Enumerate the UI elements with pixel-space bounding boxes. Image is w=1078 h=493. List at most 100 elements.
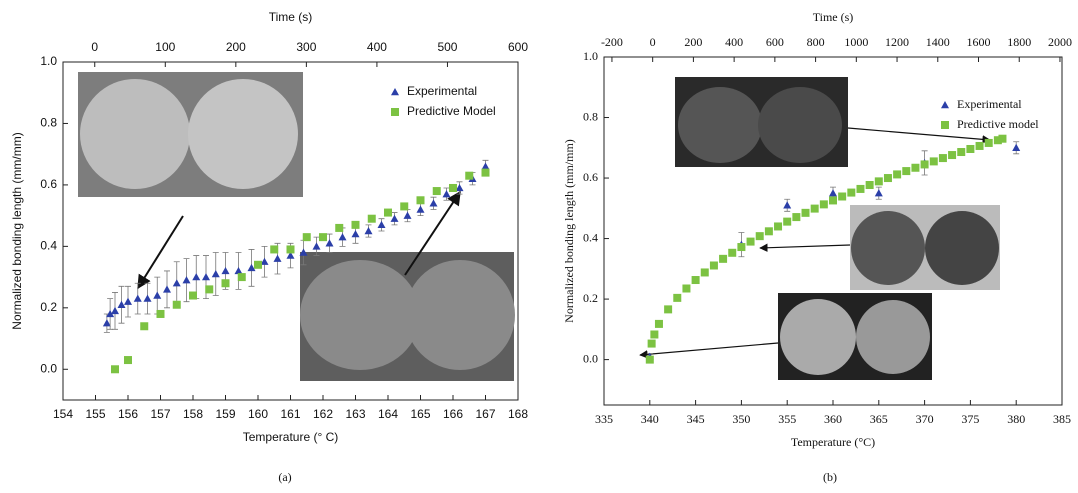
x-tick-label: 167 xyxy=(475,407,495,421)
marker xyxy=(111,365,119,374)
marker xyxy=(319,233,327,242)
marker xyxy=(237,273,246,282)
x2-tick-label: 0 xyxy=(650,35,656,49)
marker xyxy=(874,177,883,186)
photo xyxy=(675,77,848,167)
marker xyxy=(432,187,441,196)
marker xyxy=(325,239,334,247)
x-tick-label: 157 xyxy=(150,407,170,421)
y-tick-label: 0.6 xyxy=(583,170,598,184)
legend-label: Predictive model xyxy=(957,117,1039,131)
marker xyxy=(234,266,243,275)
marker xyxy=(650,330,659,339)
y-tick-label: 0.6 xyxy=(40,177,57,191)
marker xyxy=(416,196,425,205)
marker xyxy=(351,230,360,238)
marker xyxy=(984,138,993,147)
marker xyxy=(829,196,837,205)
y-tick-label: 0.2 xyxy=(583,291,598,305)
marker xyxy=(673,293,682,302)
marker xyxy=(172,300,181,309)
x-tick-label: 355 xyxy=(778,412,796,426)
marker xyxy=(682,284,691,293)
y-tick-label: 0.2 xyxy=(40,300,57,314)
marker xyxy=(993,136,1002,145)
x2-tick-label: 800 xyxy=(807,35,825,49)
marker xyxy=(847,188,856,197)
x-tick-label: 164 xyxy=(378,407,398,421)
marker xyxy=(102,319,111,327)
marker xyxy=(247,263,256,272)
x2-tick-label: 200 xyxy=(684,35,702,49)
legend-marker xyxy=(941,101,949,109)
x-tick-label: 158 xyxy=(183,407,203,421)
arrow xyxy=(137,215,184,290)
marker xyxy=(111,306,119,315)
legend-label: Predictive Model xyxy=(407,104,496,118)
marker xyxy=(966,144,975,153)
x2-tick-label: 1200 xyxy=(885,35,909,49)
legend-marker xyxy=(391,88,399,96)
x-tick-label: 335 xyxy=(595,412,613,426)
marker xyxy=(664,305,673,314)
x-axis-label: Temperature (° C) xyxy=(243,430,339,444)
arrow xyxy=(404,190,461,276)
marker xyxy=(189,291,197,300)
arrow xyxy=(639,342,779,359)
marker xyxy=(792,213,801,222)
x-tick-label: 385 xyxy=(1053,412,1071,426)
marker xyxy=(221,266,230,275)
marker xyxy=(384,208,392,217)
marker xyxy=(691,276,700,285)
marker xyxy=(124,297,132,305)
marker xyxy=(948,151,957,160)
x-tick-label: 161 xyxy=(280,407,300,421)
x2-tick-label: 1400 xyxy=(926,35,950,49)
marker xyxy=(153,291,162,299)
y-tick-label: 1.0 xyxy=(40,54,57,68)
x2-tick-label: 1800 xyxy=(1007,35,1031,49)
marker xyxy=(856,184,865,193)
marker xyxy=(920,160,929,169)
marker xyxy=(902,167,911,176)
x2-tick-label: 600 xyxy=(766,35,784,49)
marker xyxy=(205,285,214,294)
marker xyxy=(124,356,132,365)
marker xyxy=(957,148,966,157)
marker xyxy=(133,294,142,302)
arrow xyxy=(759,243,851,252)
marker xyxy=(829,189,837,197)
x-tick-label: 159 xyxy=(215,407,235,421)
x-tick-label: 345 xyxy=(687,412,705,426)
x-tick-label: 156 xyxy=(118,407,138,421)
x-tick-label: 168 xyxy=(508,407,528,421)
x2-tick-label: 500 xyxy=(437,40,457,54)
x-axis-label: Temperature (°C) xyxy=(791,435,875,449)
marker xyxy=(400,202,409,211)
marker xyxy=(403,211,412,219)
marker xyxy=(273,254,282,262)
marker xyxy=(709,261,718,270)
marker xyxy=(390,214,399,222)
marker xyxy=(416,205,425,213)
marker xyxy=(335,223,344,232)
y-axis-label: Normalized bonding length (mm/mm) xyxy=(10,132,24,329)
arrow xyxy=(847,127,991,144)
marker xyxy=(377,220,386,229)
marker xyxy=(270,245,279,254)
x-tick-label: 166 xyxy=(443,407,463,421)
y-tick-label: 0.8 xyxy=(40,116,57,130)
x-tick-label: 155 xyxy=(85,407,105,421)
x2-tick-label: 1000 xyxy=(844,35,868,49)
marker xyxy=(764,227,773,236)
marker xyxy=(364,227,373,235)
x2-axis-label: Time (s) xyxy=(269,10,313,24)
legend-label: Experimental xyxy=(407,84,477,98)
marker xyxy=(755,232,764,241)
x-tick-label: 154 xyxy=(53,407,73,421)
y-tick-label: 0.4 xyxy=(583,230,598,244)
marker xyxy=(819,200,828,209)
marker xyxy=(700,268,709,277)
x2-tick-label: 100 xyxy=(155,40,175,54)
